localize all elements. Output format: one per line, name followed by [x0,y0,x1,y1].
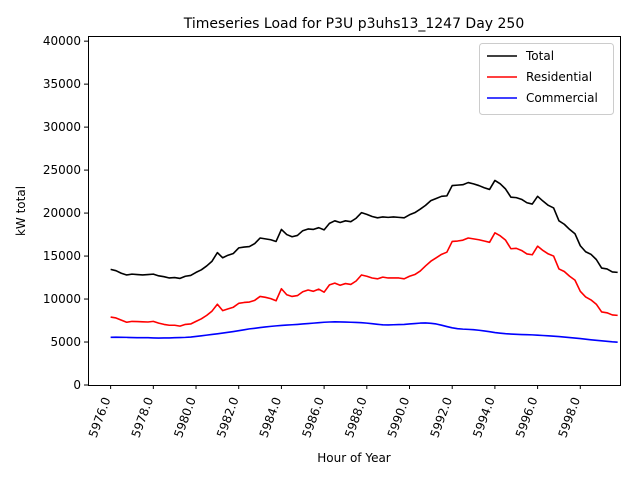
legend: Total Residential Commercial [479,43,614,115]
y-tick-label: 0 [73,378,81,392]
legend-label-commercial: Commercial [526,91,598,105]
y-tick-label: 35000 [43,77,81,91]
y-axis-label: kW total [14,186,28,236]
y-axis-ticks: 0 5000 10000 15000 20000 25000 30000 35000 40000 [43,34,88,392]
series-line-residential [110,232,618,327]
series-line-commercial [110,321,618,343]
y-tick-label: 15000 [43,249,81,263]
legend-label-residential: Residential [526,70,592,84]
chart-title: Timeseries Load for P3U p3uhs13_1247 Day… [183,16,525,32]
series-line-total [110,179,618,280]
legend-box [479,43,614,115]
plot-frame [88,36,621,386]
y-tick-label: 10000 [43,292,81,306]
y-tick-label: 30000 [43,120,81,134]
y-tick-label: 25000 [43,163,81,177]
y-tick-label: 40000 [43,34,81,48]
y-tick-label: 5000 [50,335,81,349]
y-tick-label: 20000 [43,206,81,220]
series-lines [110,179,618,343]
x-axis-label: Hour of Year [317,451,391,465]
legend-label-total: Total [525,49,554,63]
